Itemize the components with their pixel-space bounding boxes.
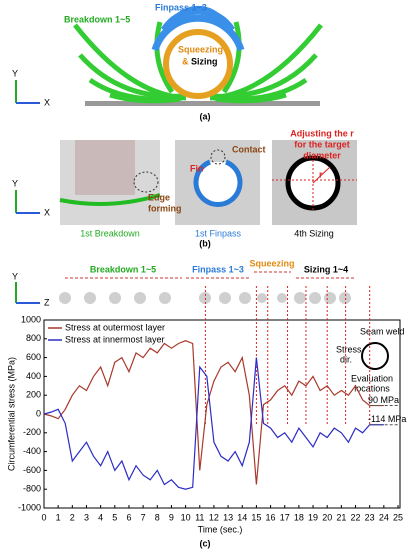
tube: [163, 29, 233, 99]
roll: [75, 140, 135, 195]
axis-y-label: Y: [12, 271, 18, 281]
panel-b: r Edge forming Contact Fin Adjusting the…: [12, 128, 357, 248]
x-tick-label: 18: [294, 512, 304, 522]
x-tick-label: 9: [169, 512, 174, 522]
legend-label: Stress at innermost layer: [65, 334, 165, 344]
y-tick-label: 400: [26, 371, 41, 381]
adjust-label: Adjusting the r: [290, 128, 354, 138]
image-caption: 4th Sizing: [294, 228, 334, 238]
finpass-tube: [193, 159, 243, 207]
reference-label: -114 MPa: [368, 414, 406, 424]
finpass-rolls: [151, 5, 245, 52]
caption: (a): [200, 111, 211, 121]
caption: (c): [200, 538, 211, 548]
x-tick-label: 2: [70, 512, 75, 522]
caption: (b): [199, 238, 211, 248]
axis-x-label: X: [44, 207, 50, 217]
axis-x-label: X: [44, 97, 50, 107]
inset-label: Stress: [336, 344, 362, 354]
inset-label: Evaluation: [351, 373, 393, 383]
edge-label: Edge: [148, 192, 170, 202]
x-tick-label: 16: [266, 512, 276, 522]
x-tick-label: 13: [223, 512, 233, 522]
y-tick-label: 1000: [21, 314, 41, 324]
x-tick-label: 20: [322, 512, 332, 522]
panel-c-header: Breakdown 1~5 Finpass 1~3 Squeezing Sizi…: [12, 258, 355, 307]
x-tick-label: 12: [209, 512, 219, 522]
x-tick-label: 24: [379, 512, 389, 522]
inset-label: Seam weld: [360, 326, 405, 336]
x-tick-label: 0: [41, 512, 46, 522]
x-tick-label: 22: [351, 512, 361, 522]
y-tick-label: -200: [23, 427, 41, 437]
x-tick-label: 4: [98, 512, 103, 522]
x-tick-label: 5: [112, 512, 117, 522]
x-tick-label: 10: [181, 512, 191, 522]
finpass-label: Finpass 1~3: [155, 2, 207, 12]
stage-label: Breakdown 1~5: [90, 264, 156, 274]
y-tick-label: 200: [26, 390, 41, 400]
y-tick-label: -400: [23, 446, 41, 456]
x-tick-label: 14: [237, 512, 247, 522]
x-tick-label: 1: [56, 512, 61, 522]
x-tick-label: 6: [126, 512, 131, 522]
y-tick-label: 0: [36, 408, 41, 418]
axis-y-label: Y: [12, 68, 18, 78]
y-tick-label: -600: [23, 465, 41, 475]
x-axis-label: Time (sec.): [198, 524, 243, 534]
breakdown-rolls: [73, 21, 323, 104]
x-tick-label: 3: [84, 512, 89, 522]
stage-brackets: [65, 271, 355, 279]
edge-label: forming: [148, 203, 182, 213]
amp-label: &: [182, 56, 189, 66]
x-tick-label: 11: [195, 512, 204, 522]
reference-label: 90 MPa: [368, 395, 399, 405]
stage-label: Finpass 1~3: [192, 264, 244, 274]
y-tick-label: 800: [26, 333, 41, 343]
squeezing-label: Squeezing: [178, 44, 223, 54]
contact-label: Contact: [232, 144, 266, 154]
axis-z-label: Z: [44, 297, 50, 307]
series-line: [43, 357, 384, 490]
y-axis-label: Circumferential stress (MPa): [6, 357, 16, 471]
x-tick-label: 15: [251, 512, 261, 522]
contact-circle: [210, 149, 226, 165]
inset-label: locations: [354, 383, 390, 393]
ground: [85, 101, 320, 106]
edge-circle: [133, 171, 159, 193]
x-tick-label: 21: [336, 512, 346, 522]
adjust-label: diameter: [303, 150, 341, 160]
image-caption: 1st Finpass: [195, 228, 242, 238]
fin-label: Fin: [190, 163, 204, 173]
adjust-label: for the target: [294, 139, 350, 149]
x-tick-label: 19: [308, 512, 318, 522]
series-line: [43, 340, 384, 485]
breakdown-label: Breakdown 1~5: [64, 14, 130, 24]
stage-label: Sizing 1~4: [304, 264, 348, 274]
x-tick-label: 7: [141, 512, 146, 522]
x-tick-label: 25: [393, 512, 403, 522]
x-tick-label: 23: [365, 512, 375, 522]
strip: [59, 193, 161, 206]
y-tick-label: 600: [26, 352, 41, 362]
x-tick-label: 8: [155, 512, 160, 522]
radius: [312, 166, 331, 184]
y-tick-label: -1000: [18, 502, 41, 512]
sizing-label: Sizing: [191, 56, 218, 66]
legend-label: Stress at outermost layer: [65, 322, 165, 332]
axis-y-label: Y: [12, 178, 18, 188]
stage-label: Squeezing: [249, 258, 294, 268]
x-tick-label: 17: [280, 512, 290, 522]
image-caption: 1st Breakdown: [80, 228, 140, 238]
y-tick-label: -800: [23, 484, 41, 494]
r-label: r: [319, 169, 323, 179]
panel-a: Breakdown 1~5 Finpass 1~3 Squeezing & Si…: [12, 2, 323, 121]
inset-tube: [361, 342, 389, 370]
